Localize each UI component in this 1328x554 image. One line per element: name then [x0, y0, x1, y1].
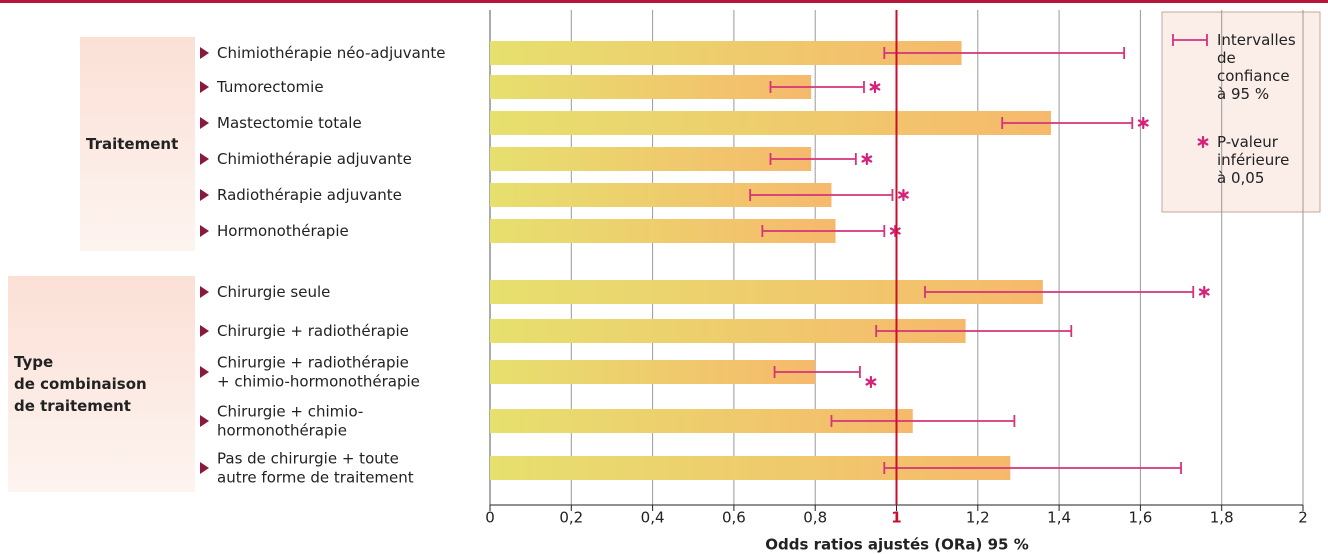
category-label: Chimiothérapie adjuvante [217, 150, 412, 168]
group-box [8, 276, 195, 492]
error-bar [830, 415, 1016, 427]
legend-box [1161, 11, 1321, 213]
row-arrow [200, 462, 209, 474]
legend-label: Intervalles de confiance à 95 % [1217, 31, 1296, 103]
x-tick-label: 1,2 [966, 509, 990, 527]
x-tick-label: 1,8 [1210, 509, 1234, 527]
bar [490, 41, 962, 65]
group-box [80, 37, 195, 251]
legend-label: P-valeur inférieure à 0,05 [1217, 133, 1289, 187]
bar [490, 147, 812, 171]
asterisk-stroke [1137, 119, 1149, 127]
error-bar [773, 366, 861, 378]
x-tick-label: 1 [891, 509, 901, 527]
bar [490, 111, 1051, 135]
asterisk-stroke [869, 83, 881, 91]
significance-marker [861, 152, 873, 166]
x-tick-label: 1,4 [1047, 509, 1071, 527]
significance-marker [1137, 116, 1149, 130]
x-tick-label: 0,4 [641, 509, 665, 527]
group-label: Type de combinaison de traitement [14, 353, 147, 415]
significance-marker [1198, 285, 1210, 299]
error-bar [883, 462, 1182, 474]
x-tick-label: 0,6 [722, 509, 746, 527]
row-arrow [200, 153, 209, 165]
category-label: Pas de chirurgie + toute autre forme de t… [217, 449, 414, 486]
row-arrow [200, 189, 209, 201]
legend-asterisk [1197, 135, 1209, 149]
row-arrow [200, 286, 209, 298]
asterisk-stroke [861, 155, 873, 163]
significance-marker [898, 188, 909, 202]
category-label: Tumorectomie [216, 78, 324, 96]
bar [490, 75, 812, 99]
error-bar [769, 153, 857, 165]
category-label: Chirurgie + chimio-hormonothérapie [217, 402, 363, 439]
category-label: Hormonothérapie [217, 222, 349, 240]
error-bar [883, 47, 1126, 59]
category-label: Radiothérapie adjuvante [217, 186, 402, 204]
error-bar [875, 325, 1073, 337]
category-label: Chirurgie seule [217, 283, 330, 301]
group-label: Traitement [86, 135, 178, 153]
error-bar [1001, 117, 1134, 129]
x-tick-label: 0,8 [803, 509, 827, 527]
category-label: Chimiothérapie néo-adjuvante [217, 44, 445, 62]
asterisk-stroke [1198, 288, 1210, 296]
row-arrow [200, 117, 209, 129]
row-arrow [200, 47, 209, 59]
error-bar [761, 225, 886, 237]
error-bar [749, 189, 894, 201]
category-label: Chirurgie + radiothérapie [217, 322, 409, 340]
row-arrow [200, 366, 209, 378]
error-bar [924, 286, 1195, 298]
significance-marker [865, 375, 877, 389]
x-tick-label: 0 [485, 509, 495, 527]
asterisk-stroke [865, 378, 877, 386]
row-arrow [200, 81, 209, 93]
x-tick-label: 1,6 [1128, 509, 1152, 527]
significance-marker [869, 80, 881, 94]
bar [490, 360, 816, 384]
legend-ci-icon [1172, 34, 1208, 46]
x-tick-label: 0,2 [559, 509, 583, 527]
category-label: Chirurgie + radiothérapie + chimio-hormon… [217, 353, 420, 390]
significance-marker [889, 224, 901, 238]
asterisk-stroke [889, 227, 901, 235]
asterisk-stroke [1197, 138, 1209, 146]
asterisk-stroke [898, 191, 909, 199]
row-arrow [200, 415, 209, 427]
row-arrow [200, 225, 209, 237]
top-rule [0, 0, 1328, 3]
x-axis-title: Odds ratios ajustés (ORa) 95 % [765, 536, 1029, 554]
category-label: Mastectomie totale [217, 114, 362, 132]
error-bar [769, 81, 865, 93]
x-tick-label: 2 [1298, 509, 1308, 527]
row-arrow [200, 325, 209, 337]
